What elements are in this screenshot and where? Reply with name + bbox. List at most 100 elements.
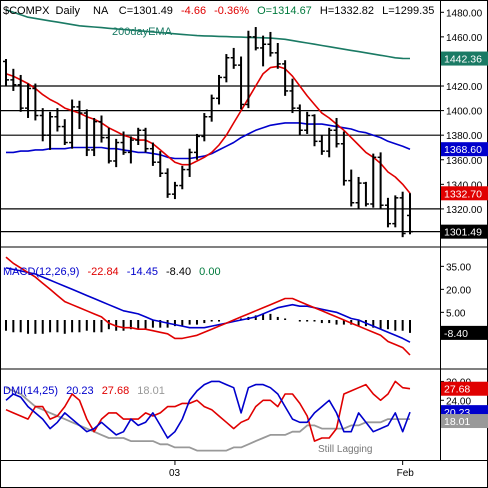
macd-title: MACD(12,26,9) xyxy=(3,266,79,278)
minus-di-value-tag-bg xyxy=(441,381,488,396)
macd-value-2: -14.45 xyxy=(127,266,158,278)
price-header: $COMPX Daily NA C=1301.49 -4.66 -0.36% O… xyxy=(3,5,434,17)
dmi-title: DMI(14,25) xyxy=(3,385,58,397)
ohlc-bar xyxy=(17,74,24,112)
ohlc-bar xyxy=(69,99,76,149)
ohlc-bar xyxy=(377,152,384,209)
price-tick-label: 1400.00 xyxy=(446,107,483,118)
plus-di-line xyxy=(5,380,411,439)
ohlc-bar xyxy=(238,56,245,110)
x-tick-label: 03 xyxy=(169,468,181,479)
ohlc-bar xyxy=(149,142,156,166)
ema-short-value-tag: 1332.70 xyxy=(444,188,482,200)
price-tick-label: 1360.00 xyxy=(446,156,483,167)
ohlc-bar xyxy=(245,30,252,109)
ema-short-line xyxy=(5,65,411,194)
ema-mid-value-tag: 1368.60 xyxy=(444,144,482,156)
still-lagging-annotation: Still Lagging xyxy=(318,444,372,455)
macd-tick-label: 20.00 xyxy=(446,285,471,296)
ohlc-bar xyxy=(171,181,178,200)
macd-axis-ticks: 35.00 20.00 5.00 xyxy=(440,262,471,319)
ohlc-bar xyxy=(142,127,149,153)
dmi-value-3: 18.01 xyxy=(137,385,165,397)
ohlc-bar xyxy=(201,113,208,142)
minus-di-line xyxy=(5,380,411,442)
ohlc-bar xyxy=(260,35,267,67)
adx-value-tag: 18.01 xyxy=(444,416,470,428)
price-tick-label: 1460.00 xyxy=(446,33,483,44)
ohlc-bar xyxy=(230,47,237,69)
price-tick-label: 1480.00 xyxy=(446,8,483,19)
ohlc-bar xyxy=(289,78,296,114)
ohlc-bar xyxy=(399,191,406,238)
macd-hist-value-tag: -8.40 xyxy=(444,328,468,340)
ohlc-bar xyxy=(318,135,325,155)
ohlc-bar xyxy=(186,148,193,177)
macd-value-4: 0.00 xyxy=(199,266,220,278)
ohlc-bar xyxy=(127,136,134,164)
ohlc-bar xyxy=(355,176,362,209)
ohlc-bar xyxy=(208,94,215,122)
macd-value-1: -22.84 xyxy=(87,266,118,278)
open-label: O=1314.67 xyxy=(257,5,312,17)
minus-di-value-tag: 27.68 xyxy=(444,384,470,396)
ohlc-bar xyxy=(333,117,340,148)
ohlc-bar xyxy=(252,27,259,51)
ohlc-bar xyxy=(384,197,391,228)
dmi-value-1: 20.23 xyxy=(66,385,94,397)
price-tick-label: 1320.00 xyxy=(446,205,483,216)
symbol-label: $COMPX xyxy=(3,5,50,17)
close-label: C=1301.49 xyxy=(119,5,173,17)
ohlc-bar xyxy=(135,127,142,146)
ohlc-bar xyxy=(98,115,105,143)
macd-signal-line xyxy=(5,267,411,343)
price-tick-label: 1420.00 xyxy=(446,82,483,93)
low-label: L=1299.35 xyxy=(382,5,434,17)
ohlc-bar xyxy=(362,181,369,207)
change-pct-label: -0.36% xyxy=(214,5,249,17)
ema-short-value-tag-bg xyxy=(441,186,488,201)
macd-tick-label: 35.00 xyxy=(446,262,471,273)
ohlc-bar xyxy=(164,168,171,198)
ohlc-bar xyxy=(223,54,230,83)
na-label: NA xyxy=(93,5,109,17)
ohlc-bar xyxy=(340,131,347,186)
ohlc-bar xyxy=(10,68,17,91)
change-label: -4.66 xyxy=(181,5,206,17)
dmi-tick-label: 24.00 xyxy=(446,396,471,407)
price-moving-averages xyxy=(5,9,411,194)
period-label: Daily xyxy=(56,5,81,17)
ohlc-bar xyxy=(32,83,39,121)
ohlc-bar xyxy=(370,153,377,208)
ohlc-bar xyxy=(392,195,399,228)
ohlc-bar xyxy=(304,111,311,134)
dmi-lines xyxy=(5,380,411,452)
ohlc-bar xyxy=(407,193,413,235)
x-tick-label: Feb xyxy=(397,468,415,479)
ohlc-bar xyxy=(76,100,83,130)
ohlc-bar xyxy=(105,127,112,164)
ohlc-bar xyxy=(296,104,303,136)
ohlc-bar xyxy=(120,131,127,155)
price-tick-label: 1380.00 xyxy=(446,131,483,142)
dmi-header: DMI(14,25) 20.23 27.68 18.01 xyxy=(3,385,165,397)
ohlc-bar xyxy=(216,74,223,105)
ohlc-bar xyxy=(274,43,281,69)
ohlc-bar xyxy=(326,127,333,158)
ohlc-bar xyxy=(3,58,9,87)
close-value-tag-bg xyxy=(441,224,488,239)
ema-200-line xyxy=(5,9,411,60)
ohlc-bar xyxy=(25,83,32,118)
ohlc-bar xyxy=(311,114,318,147)
ohlc-bar xyxy=(267,31,274,57)
ohlc-bar xyxy=(348,169,355,207)
dmi-value-2: 27.68 xyxy=(102,385,130,397)
ema200-label: 200dayEMA xyxy=(112,26,173,38)
price-ohlc-bars xyxy=(3,27,413,238)
adx-value-tag-bg xyxy=(441,414,488,429)
ohlc-bar xyxy=(193,133,200,160)
macd-header: MACD(12,26,9) -22.84 -14.45 -8.40 0.00 xyxy=(3,266,221,278)
price-tick-label: 1340.00 xyxy=(446,180,483,191)
ohlc-bar xyxy=(157,151,164,177)
